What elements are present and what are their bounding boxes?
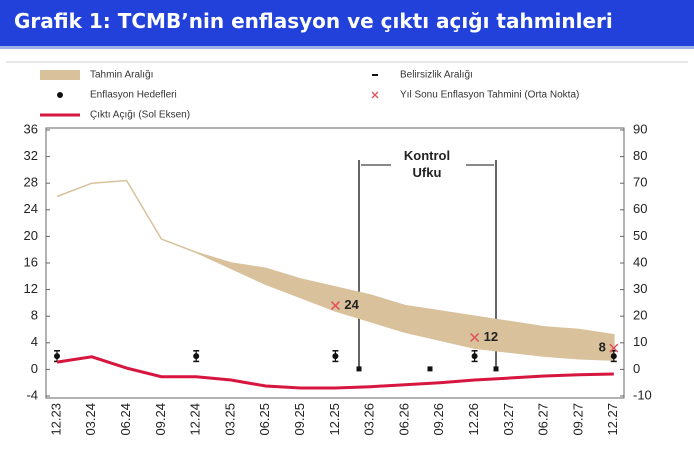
x-tick-label: 06.24 xyxy=(118,403,133,436)
legend-swatch xyxy=(40,70,80,80)
title-banner: Grafik 1: TCMB’nin enflasyon ve çıktı aç… xyxy=(0,0,694,49)
y2-tick-label: 0 xyxy=(633,361,640,376)
target-point xyxy=(471,353,478,360)
legend-label: Çıktı Açığı (Sol Eksen) xyxy=(90,110,190,121)
x-tick-label: 06.26 xyxy=(396,403,411,436)
y-tick-label: 0 xyxy=(31,361,38,376)
x-tick-label: 09.24 xyxy=(153,403,168,436)
axis-marker xyxy=(493,366,499,372)
y2-tick-label: 30 xyxy=(633,281,647,296)
legend-swatch xyxy=(57,92,63,98)
legend-label: Belirsizlik Aralığı xyxy=(400,70,473,81)
y-tick-label: 20 xyxy=(24,228,38,243)
legend-swatch xyxy=(371,91,379,99)
y-tick-label: 28 xyxy=(24,175,38,190)
x-tick-label: 12.24 xyxy=(188,403,203,436)
y-tick-label: -4 xyxy=(26,387,38,402)
x-tick-label: 12.23 xyxy=(48,403,63,436)
legend-label: Enflasyon Hedefleri xyxy=(90,90,177,101)
legend-label: Yıl Sonu Enflasyon Tahmini (Orta Nokta) xyxy=(400,90,579,101)
x-tick-label: 03.24 xyxy=(83,403,98,436)
y-tick-label: 36 xyxy=(24,121,38,136)
y2-tick-label: 50 xyxy=(633,228,647,243)
x-tick-label: 12.26 xyxy=(466,403,481,436)
forecast-midpoint xyxy=(330,301,340,311)
y2-tick-label: 80 xyxy=(633,148,647,163)
y-tick-label: 12 xyxy=(24,281,38,296)
output-gap-line xyxy=(56,355,614,390)
x-tick-label: 12.25 xyxy=(327,403,342,436)
target-point xyxy=(193,353,200,360)
target-point xyxy=(610,353,617,360)
x-tick-label: 03.27 xyxy=(501,403,516,436)
x-tick-label: 09.27 xyxy=(570,403,585,436)
y2-tick-label: 20 xyxy=(633,308,647,323)
forecast-midpoint xyxy=(609,343,619,353)
legend-label: Tahmin Aralığı xyxy=(90,70,153,81)
target-point xyxy=(332,353,339,360)
data-label: 12 xyxy=(484,329,498,344)
y-tick-label: 24 xyxy=(24,201,38,216)
y-tick-label: 16 xyxy=(24,254,38,269)
x-tick-label: 12.27 xyxy=(605,403,620,436)
y2-tick-label: 60 xyxy=(633,201,647,216)
x-tick-label: 09.25 xyxy=(292,403,307,436)
annotation: Kontrol Ufku xyxy=(404,148,450,180)
y2-tick-label: 70 xyxy=(633,175,647,190)
target-point xyxy=(54,353,60,360)
data-label: 24 xyxy=(344,297,359,312)
x-tick-label: 06.27 xyxy=(536,403,551,436)
y-tick-label: 4 xyxy=(31,334,38,349)
y2-tick-label: -10 xyxy=(633,387,652,402)
y2-tick-label: 10 xyxy=(633,334,647,349)
y2-tick-label: 40 xyxy=(633,254,647,269)
forecast-band xyxy=(56,179,615,361)
x-tick-label: 06.25 xyxy=(257,403,272,436)
chart-title: Grafik 1: TCMB’nin enflasyon ve çıktı aç… xyxy=(14,9,613,33)
x-tick-label: 03.26 xyxy=(362,403,377,436)
y2-tick-label: 90 xyxy=(633,121,647,136)
forecast-midpoint xyxy=(470,332,480,343)
y-tick-label: 8 xyxy=(31,308,38,323)
x-tick-label: 09.26 xyxy=(431,403,446,436)
axis-marker xyxy=(427,366,433,372)
x-tick-label: 03.25 xyxy=(222,403,237,436)
data-label: 8 xyxy=(599,340,606,355)
axis-marker xyxy=(356,366,362,372)
y-tick-label: 32 xyxy=(24,148,38,163)
